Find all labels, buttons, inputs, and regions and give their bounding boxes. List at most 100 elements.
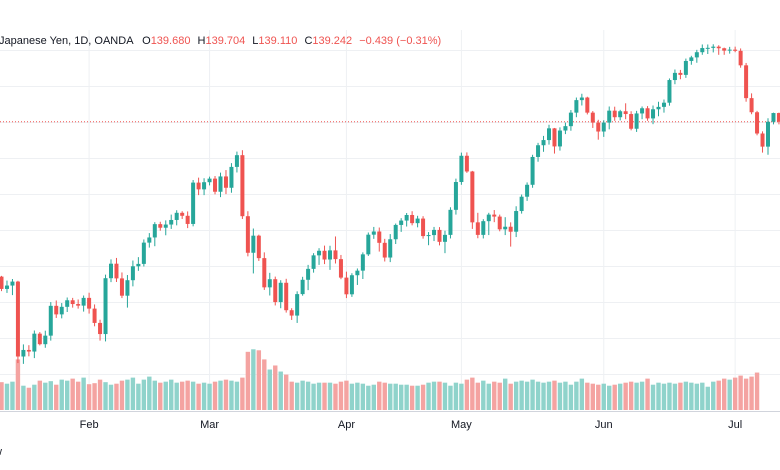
- volume-bar: [251, 349, 256, 410]
- candle-body: [360, 254, 365, 271]
- volume-bar: [201, 382, 207, 410]
- candle: [76, 299, 81, 309]
- candle: [700, 44, 705, 55]
- volume-bar: [486, 383, 491, 410]
- volume-bar: [92, 383, 97, 410]
- candle: [191, 180, 196, 227]
- candle-body: [601, 122, 606, 132]
- volume-bar: [513, 381, 519, 410]
- candle: [37, 332, 42, 346]
- candle: [163, 220, 168, 236]
- candle-body: [623, 111, 628, 115]
- candle-body: [81, 297, 86, 306]
- candle-body: [525, 184, 530, 197]
- candle-body: [552, 128, 557, 147]
- candle-body: [607, 110, 612, 123]
- candle-body: [141, 242, 146, 264]
- volume-bar: [661, 383, 667, 410]
- candle-body: [338, 259, 343, 278]
- volume-bar: [530, 379, 535, 410]
- candle-body: [202, 182, 207, 190]
- volume-bar: [4, 383, 10, 410]
- volume-bar: [273, 365, 278, 410]
- candle: [169, 214, 174, 229]
- candle: [514, 206, 519, 238]
- volume-bar: [628, 381, 634, 410]
- candle: [552, 127, 557, 154]
- candle: [119, 272, 124, 299]
- x-tick-label: Feb: [80, 419, 99, 431]
- candle-body: [481, 221, 486, 235]
- volume-bar: [650, 384, 656, 410]
- candle-body: [574, 100, 579, 113]
- close-value: 139.242: [312, 35, 353, 47]
- candle-body: [213, 178, 218, 192]
- candle: [656, 101, 661, 117]
- volume-bar: [305, 381, 311, 410]
- volume-bar: [32, 384, 37, 410]
- candle: [459, 152, 464, 185]
- candle-body: [547, 128, 551, 141]
- volume-bar: [541, 382, 546, 410]
- candle-body: [54, 305, 59, 315]
- candle-body: [541, 140, 546, 146]
- candle: [103, 274, 108, 342]
- candle-body: [492, 214, 497, 217]
- candle: [213, 176, 218, 195]
- candle-body: [459, 155, 464, 183]
- candle-body: [295, 294, 300, 316]
- volume-bar: [136, 383, 141, 410]
- x-axis: Feb Mar Apr May Jun Jul: [80, 419, 743, 431]
- volume-bar: [557, 382, 563, 410]
- volume-bar: [398, 384, 404, 410]
- candle: [21, 344, 26, 364]
- volume-bar: [607, 385, 612, 410]
- volume-series: [0, 349, 760, 410]
- candle-body: [475, 222, 480, 235]
- candle-body: [245, 216, 250, 253]
- candle: [245, 211, 250, 257]
- volume-bar: [26, 387, 32, 410]
- volume-bar: [196, 383, 201, 410]
- volume-bar: [481, 380, 486, 410]
- volume-bar: [722, 378, 727, 410]
- candle-body: [180, 212, 185, 216]
- candle: [0, 275, 4, 292]
- candle: [234, 151, 239, 173]
- candle-body: [267, 279, 272, 288]
- volume-bar: [278, 371, 283, 410]
- high-label: H: [197, 35, 206, 47]
- candle: [530, 154, 535, 188]
- x-tick-label: Jul: [728, 419, 742, 431]
- candle: [371, 226, 376, 239]
- candle: [158, 221, 163, 231]
- volume-bar: [497, 382, 502, 410]
- candle-body: [596, 122, 601, 132]
- candle: [180, 211, 185, 219]
- candle: [382, 238, 387, 262]
- volume-bar: [678, 382, 683, 410]
- candle: [607, 106, 612, 130]
- candle: [59, 303, 64, 319]
- volume-bar: [612, 384, 617, 410]
- candle: [366, 232, 371, 256]
- candle-body: [136, 263, 141, 267]
- candle: [289, 308, 294, 320]
- candle: [766, 118, 770, 155]
- candle-body: [733, 49, 738, 51]
- volume-bar: [130, 377, 136, 410]
- candle-body: [344, 277, 349, 295]
- candle-body: [497, 216, 502, 230]
- candlestick-series: [0, 44, 780, 364]
- candle: [295, 291, 300, 323]
- candle-body: [579, 97, 584, 101]
- volume-bar: [453, 382, 459, 410]
- volume-bar: [579, 378, 585, 410]
- candle: [333, 236, 338, 264]
- candle: [273, 276, 278, 306]
- candle: [388, 234, 393, 263]
- volume-bar: [672, 383, 678, 410]
- volume-bar: [338, 381, 344, 410]
- volume-bar: [727, 379, 732, 410]
